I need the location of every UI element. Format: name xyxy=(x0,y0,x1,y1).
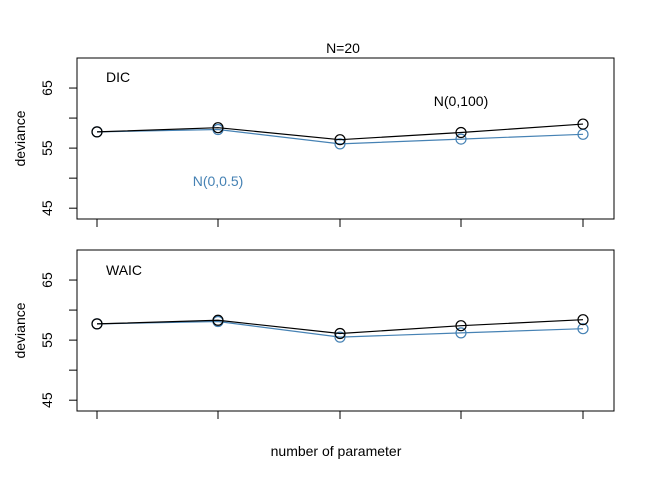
dic-series-line xyxy=(96,128,584,145)
panel-waic-label: WAIC xyxy=(106,262,142,278)
panel-waic-frame xyxy=(76,249,615,412)
legend-n0-100: N(0,100) xyxy=(434,93,488,109)
waic-ytick-label: 55 xyxy=(39,332,55,348)
panel-waic: WAIC deviance 45 55 65 xyxy=(12,249,615,419)
panel-dic-ylabel: deviance xyxy=(12,110,28,166)
waic-data-point xyxy=(455,327,467,339)
waic-data-point xyxy=(91,318,103,330)
waic-data-point xyxy=(577,314,589,326)
panel-dic-label: DIC xyxy=(106,69,130,85)
dic-ytick-label: 55 xyxy=(39,140,55,156)
dic-data-point xyxy=(577,118,589,130)
dic-data-point xyxy=(212,122,224,134)
dic-data-point xyxy=(455,126,467,139)
dic-data-point xyxy=(334,138,346,150)
figure-title: N=20 xyxy=(326,40,360,56)
waic-data-point xyxy=(212,314,224,326)
dic-data-point xyxy=(334,134,346,146)
dic-series-line xyxy=(96,123,584,141)
waic-ytick-label: 45 xyxy=(39,392,55,408)
dic-data-point xyxy=(91,126,103,138)
panel-waic-ylabel: deviance xyxy=(12,302,28,358)
dic-ytick-label: 45 xyxy=(39,200,55,216)
waic-data-point xyxy=(577,323,589,335)
waic-data-point xyxy=(455,320,467,332)
waic-series-line xyxy=(96,319,584,335)
x-axis-label: number of parameter xyxy=(271,443,402,459)
panel-dic-frame xyxy=(76,57,615,220)
waic-data-point xyxy=(334,327,346,340)
waic-series-line xyxy=(96,320,584,338)
panel-dic: DIC deviance N(0,100) N(0,0.5) 45 55 65 xyxy=(12,57,615,227)
waic-ytick-label: 65 xyxy=(39,272,55,288)
legend-n0-0.5: N(0,0.5) xyxy=(193,173,244,189)
dic-ytick-label: 65 xyxy=(39,80,55,96)
dic-data-point xyxy=(455,133,467,145)
waic-data-point xyxy=(334,331,346,343)
